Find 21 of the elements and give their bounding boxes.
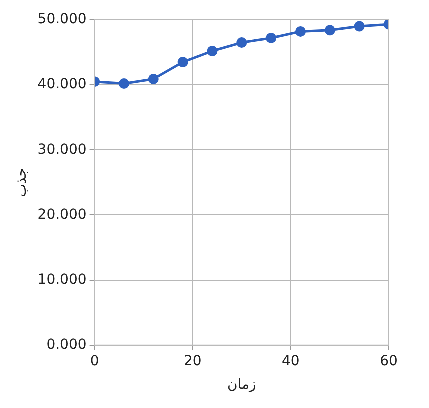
y-tick-label: 20.000 [38, 206, 87, 223]
x-tick-label: 60 [380, 353, 398, 370]
point [118, 78, 130, 90]
x-axis-title: زمان [227, 377, 256, 394]
y-tick-label: 10.000 [38, 272, 87, 288]
point [207, 46, 218, 56]
point [148, 74, 159, 84]
y-tick-label: 0.000 [46, 337, 87, 354]
point [178, 57, 188, 68]
point [266, 32, 277, 44]
x-tick-label: 0 [90, 353, 100, 370]
point [236, 38, 248, 48]
point [324, 25, 336, 36]
y-tick-label: 40.000 [38, 76, 87, 93]
x-tick-label: 40 [282, 353, 300, 370]
y-tick-label: 30.000 [38, 142, 87, 158]
point [354, 21, 365, 32]
x-tick-label: 20 [184, 353, 202, 370]
y-axis-title: جذب [14, 168, 30, 198]
point [295, 26, 306, 37]
y-tick-label: 50.000 [38, 12, 87, 28]
